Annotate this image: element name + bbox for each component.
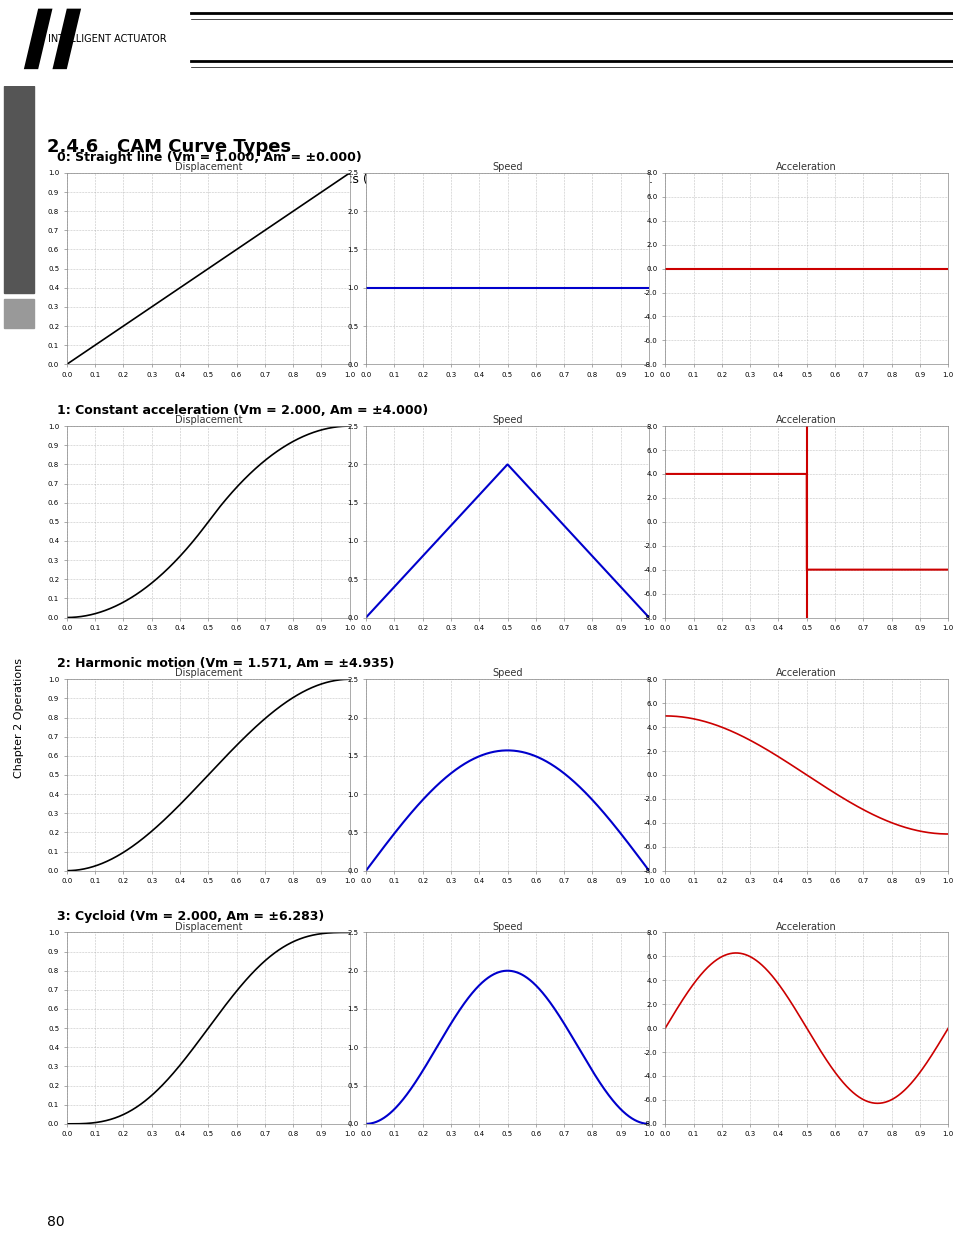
- Text: 1: Constant acceleration (Vm = 2.000, Am = ±4.000): 1: Constant acceleration (Vm = 2.000, Am…: [57, 404, 428, 417]
- Title: Acceleration: Acceleration: [776, 921, 837, 931]
- Title: Acceleration: Acceleration: [776, 415, 837, 425]
- Text: 2.4.6   CAM Curve Types: 2.4.6 CAM Curve Types: [48, 138, 291, 156]
- Bar: [4, 86, 34, 293]
- Title: Displacement: Displacement: [174, 415, 242, 425]
- Bar: [4, 299, 34, 327]
- Title: Speed: Speed: [492, 921, 522, 931]
- Title: Speed: Speed: [492, 668, 522, 678]
- Title: Displacement: Displacement: [174, 668, 242, 678]
- Title: Displacement: Displacement: [174, 921, 242, 931]
- Text: INTELLIGENT ACTUATOR: INTELLIGENT ACTUATOR: [48, 33, 166, 44]
- Polygon shape: [24, 9, 52, 69]
- Text: CAM polarity types and their characteristics (speed and acceleration) are explai: CAM polarity types and their characteris…: [84, 173, 652, 185]
- Title: Speed: Speed: [492, 162, 522, 172]
- Text: 3: Cycloid (Vm = 2.000, Am = ±6.283): 3: Cycloid (Vm = 2.000, Am = ±6.283): [57, 910, 324, 924]
- Text: 80: 80: [48, 1215, 65, 1229]
- Title: Speed: Speed: [492, 415, 522, 425]
- Text: Chapter 2 Operations: Chapter 2 Operations: [14, 658, 24, 778]
- Title: Acceleration: Acceleration: [776, 668, 837, 678]
- Text: 0: Straight line (Vm = 1.000, Am = ±0.000): 0: Straight line (Vm = 1.000, Am = ±0.00…: [57, 151, 361, 164]
- Title: Acceleration: Acceleration: [776, 162, 837, 172]
- Title: Displacement: Displacement: [174, 162, 242, 172]
- Text: 2: Harmonic motion (Vm = 1.571, Am = ±4.935): 2: Harmonic motion (Vm = 1.571, Am = ±4.…: [57, 657, 395, 671]
- Polygon shape: [52, 9, 81, 69]
